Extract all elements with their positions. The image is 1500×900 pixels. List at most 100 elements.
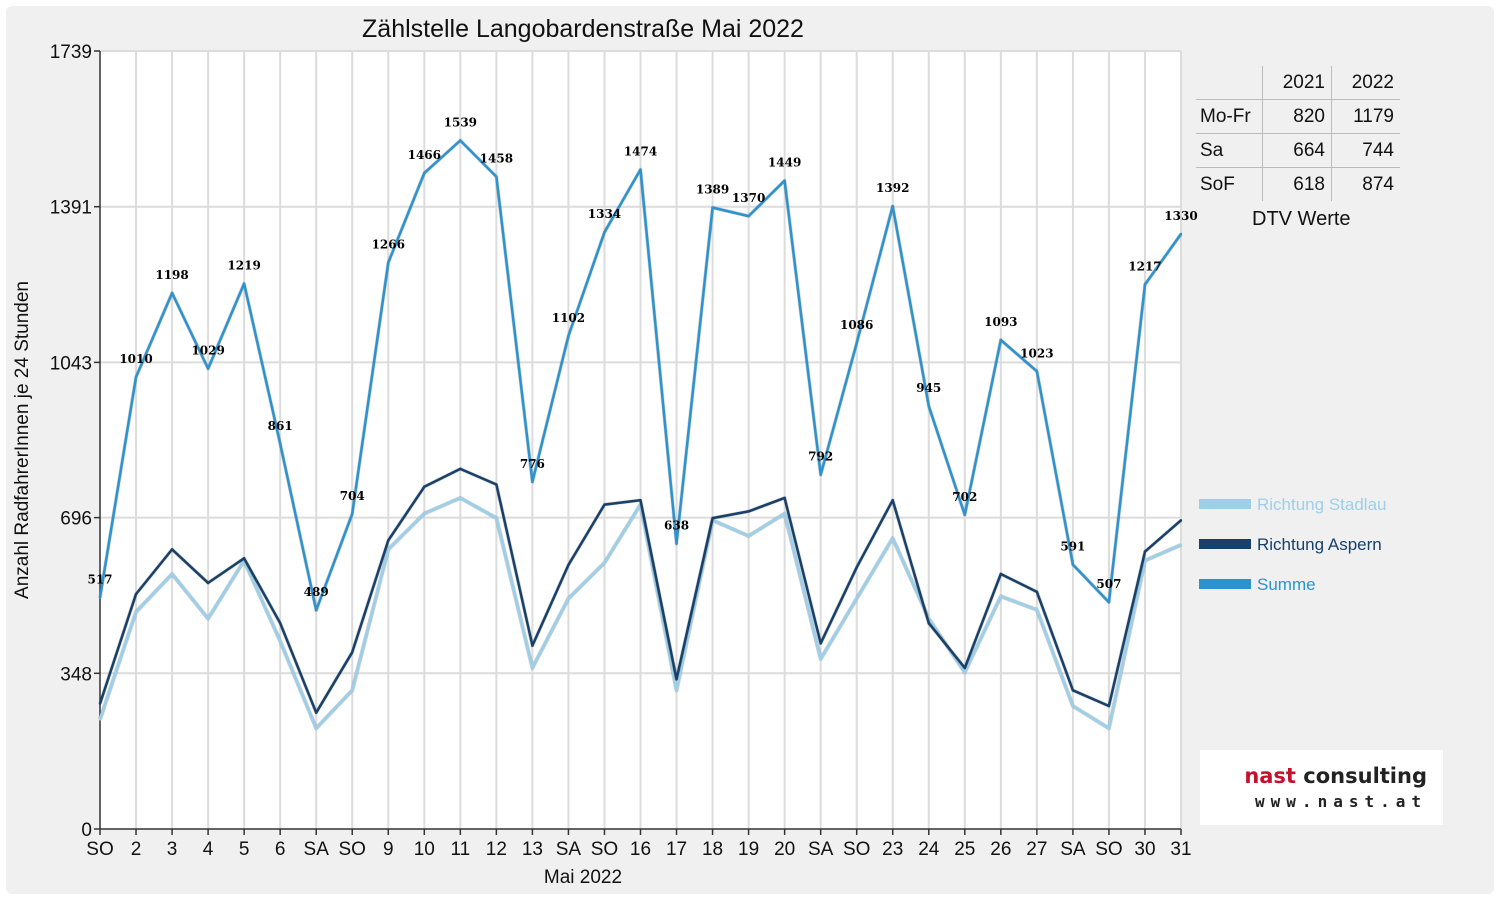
dtv-header-2022: 2022 (1331, 66, 1400, 100)
series-point (639, 168, 642, 171)
series-point (819, 473, 822, 476)
data-label: 1010 (119, 352, 152, 366)
series-point (531, 480, 534, 484)
series-point (1143, 550, 1147, 553)
series-point (170, 572, 174, 576)
x-tick-label: 11 (450, 839, 470, 860)
x-tick-label: 12 (486, 839, 507, 860)
x-tick-label: 5 (239, 839, 250, 860)
legend-swatch (1199, 499, 1251, 509)
dtv-row-label: Mo-Fr (1196, 99, 1263, 134)
series-point (1035, 608, 1039, 611)
data-label: 1266 (372, 238, 405, 252)
series-point (1143, 559, 1147, 562)
series-point (855, 597, 858, 600)
series-point (567, 563, 570, 567)
series-point (495, 516, 498, 520)
data-label: 702 (952, 490, 977, 504)
series-point (170, 291, 174, 295)
dtv-row-label: SoF (1200, 173, 1235, 195)
grid (100, 50, 1182, 829)
x-tick-label: 30 (1134, 839, 1155, 860)
data-label: 792 (808, 450, 833, 464)
series-point (242, 557, 246, 560)
series-point (891, 537, 894, 540)
x-tick-label: 23 (882, 839, 903, 860)
data-label: 1539 (444, 115, 477, 129)
dtv-caption: DTV Werte (1252, 208, 1351, 230)
data-label: 1086 (840, 318, 873, 332)
dtv-cell: 1179 (1331, 99, 1400, 134)
data-label: 1198 (155, 268, 188, 282)
series-point (1071, 704, 1075, 708)
series-point (783, 179, 786, 182)
x-tick-label: SO (339, 839, 366, 860)
series-point (495, 483, 498, 486)
series-point (819, 642, 822, 645)
series-point (1179, 232, 1183, 236)
x-tick-label: 26 (990, 839, 1011, 860)
y-tick-label: 348 (60, 664, 92, 685)
data-label: 1458 (480, 152, 513, 166)
x-tick-label: 6 (275, 839, 286, 860)
series-point (1143, 283, 1147, 286)
dtv-row-mofr: Mo-Fr 820 1179 (1196, 99, 1400, 134)
series-lines (98, 138, 1183, 731)
legend: Richtung Stadlau Richtung Aspern Summe (1199, 495, 1386, 594)
x-tick-label: 27 (1026, 839, 1047, 860)
series-point (1107, 727, 1111, 730)
y-tick-label: 1391 (50, 198, 92, 219)
series-point (495, 175, 498, 178)
data-label: 861 (268, 419, 293, 433)
y-tick-label: 0 (81, 820, 92, 841)
series-point (963, 513, 966, 517)
series-point (963, 671, 966, 674)
series-point (278, 639, 282, 643)
x-tick-label: 2 (131, 839, 142, 860)
x-tick-label: SO (1095, 839, 1122, 860)
dtv-row-sof: SoF 618 874 (1196, 167, 1400, 201)
dtv-cell: 874 (1331, 167, 1400, 201)
series-point (855, 566, 858, 569)
series-point (999, 338, 1003, 342)
data-label: 1029 (191, 344, 224, 358)
series-point (711, 516, 714, 520)
series-point (783, 512, 786, 515)
series-point (747, 510, 750, 513)
series-point (351, 512, 354, 516)
dtv-table: 2021 2022 Mo-Fr 820 1179 Sa 664 744 SoF … (1196, 66, 1400, 201)
data-label: 1330 (1164, 209, 1197, 223)
series-point (855, 341, 858, 345)
series-point (1179, 543, 1183, 547)
data-label: 1466 (408, 148, 441, 162)
data-label: 1474 (624, 145, 657, 159)
x-tick-label: 31 (1170, 839, 1191, 860)
series-point (567, 597, 570, 600)
x-axis-label: Mai 2022 (544, 867, 622, 888)
chart-title: Zählstelle Langobardenstraße Mai 2022 (362, 15, 804, 43)
data-label: 1093 (984, 315, 1017, 329)
series-point (423, 512, 426, 515)
series-point (315, 609, 318, 612)
logo-brand-part2: consulting (1303, 764, 1427, 788)
x-tick-label: SO (591, 839, 618, 860)
series-point (531, 666, 534, 670)
series-point (927, 405, 930, 408)
series-point (927, 622, 930, 625)
series-point (459, 496, 462, 500)
x-tick-label: SO (843, 839, 870, 860)
x-tick-label: 9 (383, 839, 394, 860)
x-tick-label: 13 (522, 839, 543, 860)
data-label: 1389 (696, 183, 729, 197)
series-point (206, 581, 210, 585)
y-tick-label: 696 (60, 509, 92, 530)
series-point (1179, 519, 1183, 522)
y-tick-label: 1043 (50, 353, 92, 374)
series-point (1107, 704, 1111, 708)
data-label: 1370 (732, 191, 765, 205)
series-point (206, 367, 210, 370)
series-point (999, 572, 1003, 576)
dtv-row-sa: Sa 664 744 (1196, 133, 1400, 168)
series-point (1107, 600, 1111, 604)
